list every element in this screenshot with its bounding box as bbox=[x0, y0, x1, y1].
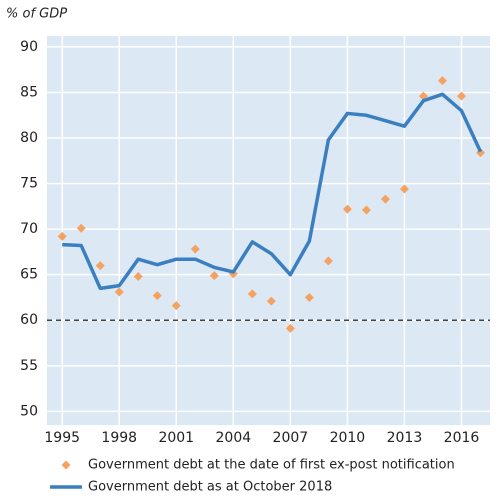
data-point bbox=[190, 244, 200, 254]
legend-label: Government debt at the date of first ex-… bbox=[88, 458, 455, 473]
data-point bbox=[304, 292, 314, 302]
data-point bbox=[114, 287, 124, 297]
y-tick-label: 75 bbox=[20, 176, 38, 192]
x-tick-label: 2007 bbox=[273, 430, 309, 446]
x-tick-label: 1998 bbox=[101, 430, 137, 446]
y-tick-label: 80 bbox=[20, 130, 38, 146]
data-point bbox=[171, 301, 181, 311]
legend-marker bbox=[61, 460, 71, 470]
data-point bbox=[57, 231, 67, 241]
data-point bbox=[95, 261, 105, 271]
data-point bbox=[152, 291, 162, 301]
data-line bbox=[62, 92, 483, 291]
data-point bbox=[285, 323, 295, 333]
y-tick-label: 55 bbox=[20, 358, 38, 374]
y-tick-label: 70 bbox=[20, 221, 38, 237]
y-tick-label: 90 bbox=[20, 39, 38, 55]
data-point bbox=[209, 271, 219, 281]
data-point bbox=[133, 272, 143, 282]
data-point bbox=[437, 76, 447, 86]
legend-label: Government debt as at October 2018 bbox=[88, 480, 332, 495]
data-point bbox=[266, 296, 276, 306]
data-point bbox=[247, 289, 257, 299]
data-point bbox=[361, 205, 371, 215]
y-tick-label: 60 bbox=[20, 312, 38, 328]
y-tick-label: 85 bbox=[20, 84, 38, 100]
y-tick-label: 50 bbox=[20, 403, 38, 419]
x-tick-label: 2013 bbox=[387, 430, 423, 446]
x-tick-label: 2010 bbox=[330, 430, 366, 446]
data-point bbox=[456, 91, 466, 101]
unit-label: % of GDP bbox=[6, 7, 67, 22]
data-point bbox=[342, 204, 352, 214]
y-tick-label: 65 bbox=[20, 267, 38, 283]
x-tick-label: 1995 bbox=[44, 430, 80, 446]
data-point bbox=[76, 223, 86, 233]
plot-area bbox=[47, 36, 490, 425]
data-point bbox=[323, 256, 333, 266]
x-tick-label: 2016 bbox=[444, 430, 480, 446]
data-point bbox=[399, 184, 409, 194]
x-tick-label: 2001 bbox=[158, 430, 194, 446]
data-point bbox=[380, 194, 390, 204]
x-tick-label: 2004 bbox=[216, 430, 252, 446]
